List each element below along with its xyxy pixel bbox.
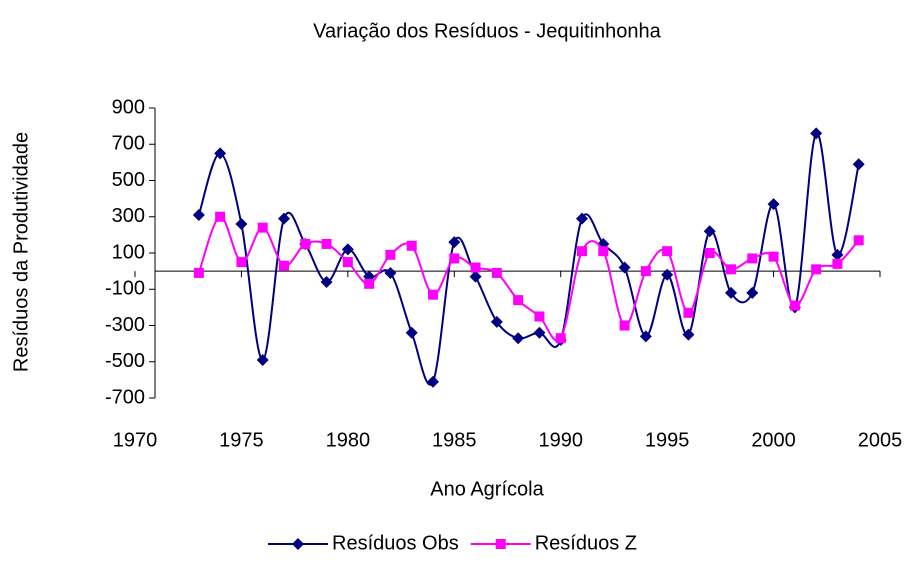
marker (193, 267, 204, 278)
marker (470, 262, 481, 273)
marker (256, 353, 269, 366)
marker (682, 328, 695, 341)
marker (704, 248, 715, 258)
marker (811, 264, 822, 275)
legend-marker (292, 538, 304, 550)
y-axis-label: Resíduos da Produtividade (10, 132, 32, 372)
x-tick-label: 2000 (751, 429, 796, 451)
legend-marker (495, 539, 506, 549)
marker (406, 240, 417, 251)
marker (662, 246, 673, 257)
marker (491, 267, 502, 278)
marker (448, 236, 461, 249)
marker (619, 320, 630, 331)
marker (364, 278, 375, 289)
marker (384, 266, 397, 279)
x-tick-label: 1970 (113, 429, 158, 451)
marker (385, 249, 396, 260)
x-tick-label: 1985 (432, 429, 477, 451)
marker (831, 248, 844, 261)
marker (618, 261, 631, 274)
marker (789, 300, 800, 311)
marker (405, 326, 418, 339)
marker (768, 251, 779, 262)
marker (853, 235, 864, 246)
y-tick-label: -100 (105, 278, 145, 300)
marker (767, 198, 780, 211)
marker (703, 225, 716, 238)
marker (534, 311, 545, 322)
marker (810, 127, 823, 140)
y-tick-label: 900 (112, 96, 145, 118)
marker (278, 212, 290, 225)
x-tick-label: 1975 (219, 429, 264, 451)
y-tick-label: -500 (105, 350, 145, 372)
y-tick-label: 700 (112, 133, 145, 155)
legend-label: Resíduos Obs (332, 532, 459, 554)
marker (320, 276, 333, 288)
marker (192, 208, 205, 221)
marker (214, 147, 227, 160)
marker (640, 266, 651, 277)
chart-title: Variação dos Resíduos - Jequitinhonha (313, 20, 662, 42)
marker (469, 270, 482, 283)
marker (747, 253, 758, 264)
series-line (197, 132, 860, 386)
marker (726, 264, 736, 275)
marker (533, 326, 546, 339)
marker (832, 258, 843, 269)
marker (279, 260, 289, 271)
legend-label: Resíduos Z (535, 532, 637, 554)
marker (725, 286, 737, 299)
marker (449, 253, 460, 264)
marker (598, 246, 609, 257)
marker (427, 375, 439, 388)
y-tick-label: -700 (105, 386, 145, 408)
marker (513, 295, 524, 306)
series-line (197, 215, 860, 342)
marker (341, 243, 354, 256)
marker (555, 333, 566, 344)
y-tick-label: 100 (112, 241, 145, 263)
x-axis-label: Ano Agrícola (430, 478, 544, 500)
marker (639, 330, 652, 343)
marker (576, 212, 588, 225)
y-tick-label: 300 (112, 205, 145, 227)
marker (512, 332, 525, 345)
marker (428, 289, 438, 300)
marker (746, 286, 759, 299)
marker (852, 158, 865, 171)
marker (577, 246, 587, 257)
marker (661, 268, 674, 281)
marker (490, 315, 503, 328)
y-tick-label: 500 (112, 169, 145, 191)
x-tick-label: 1995 (645, 429, 690, 451)
marker (321, 238, 332, 249)
marker (235, 218, 248, 230)
y-tick-label: -300 (105, 314, 145, 336)
x-tick-label: 1980 (326, 429, 371, 451)
marker (236, 257, 247, 268)
marker (257, 222, 268, 233)
x-tick-label: 2005 (858, 429, 903, 451)
marker (215, 211, 226, 222)
marker (342, 257, 353, 268)
marker (300, 238, 311, 249)
x-tick-label: 1990 (538, 429, 583, 451)
marker (683, 307, 694, 318)
